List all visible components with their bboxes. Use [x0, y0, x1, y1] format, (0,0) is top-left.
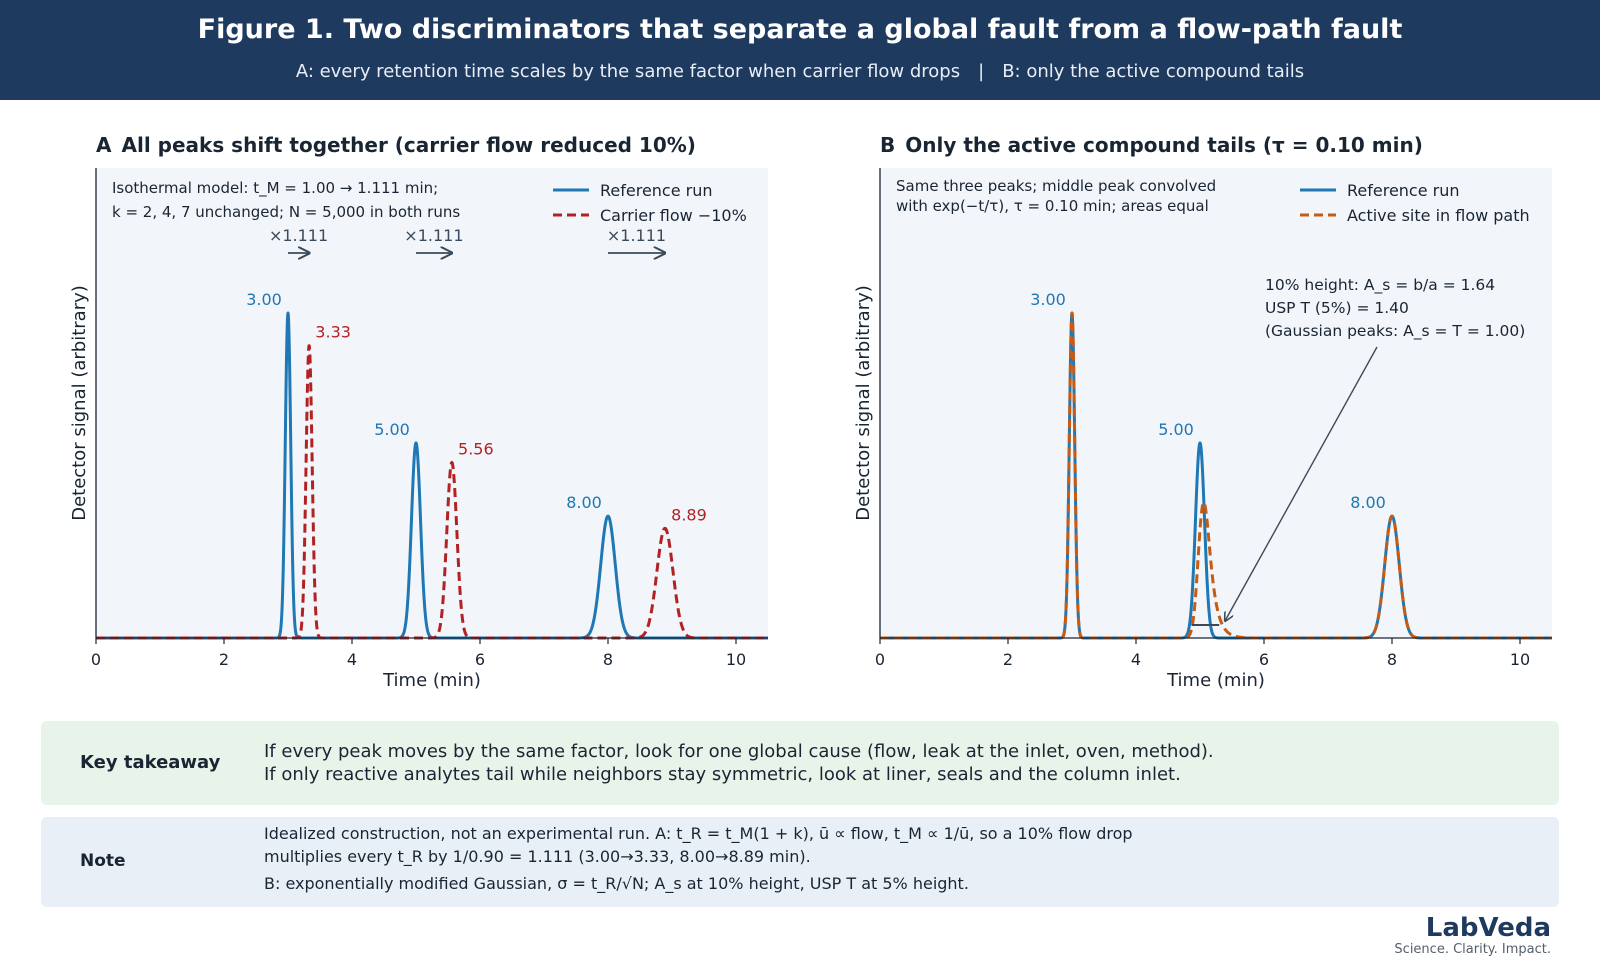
a-x-tick-label: 8	[603, 650, 613, 669]
annotation-line-1: 10% height: A_s = b/a = 1.64	[1265, 276, 1495, 295]
panel-a-title: A All peaks shift together (carrier flow …	[96, 133, 696, 157]
figure-banner: Figure 1. Two discriminators that separa…	[0, 0, 1600, 100]
b-peak-label: 8.00	[1350, 493, 1386, 512]
legend-b-reference-label: Reference run	[1347, 181, 1460, 200]
panel-a-model-note-2: k = 2, 4, 7 unchanged; N = 5,000 in both…	[112, 203, 460, 221]
annotation-line-3: (Gaussian peaks: A_s = T = 1.00)	[1265, 322, 1525, 341]
chart-figure: A All peaks shift together (carrier flow …	[69, 133, 1554, 691]
figure-subtitle: A: every retention time scales by the sa…	[0, 61, 1600, 82]
panel-a-x-label: Time (min)	[382, 670, 481, 691]
a-peak-label: 8.89	[671, 505, 707, 524]
panel-b-x-label: Time (min)	[1166, 670, 1265, 691]
note-line-3: B: exponentially modified Gaussian, σ = …	[264, 874, 969, 893]
panel-a: A All peaks shift together (carrier flow …	[69, 133, 770, 691]
key-takeaway-label: Key takeaway	[80, 752, 221, 773]
a-x-tick-label: 4	[347, 650, 357, 669]
b-x-tick-label: 6	[1259, 650, 1269, 669]
note-line-1: Idealized construction, not an experimen…	[264, 824, 1133, 843]
figure-title: Figure 1. Two discriminators that separa…	[197, 14, 1403, 45]
panel-b-model-note-2: with exp(−t/τ), τ = 0.10 min; areas equa…	[896, 197, 1209, 215]
b-x-tick-label: 4	[1131, 650, 1141, 669]
a-x-tick-label: 0	[91, 650, 101, 669]
annotation-arrow	[1225, 346, 1378, 621]
a-shift-label: ×1.111	[269, 226, 328, 245]
a-shift-label: ×1.111	[607, 226, 666, 245]
legend-a-carrier-label: Carrier flow −10%	[600, 206, 747, 225]
a-peak-label: 3.33	[315, 323, 351, 342]
legend-a-reference-label: Reference run	[600, 181, 713, 200]
note-label: Note	[80, 851, 126, 871]
a-peak-label: 5.00	[374, 420, 410, 439]
a-peak-label: 5.56	[458, 440, 494, 459]
b-x-tick-label: 0	[875, 650, 885, 669]
a-shift-label: ×1.111	[404, 226, 463, 245]
panel-b-plot-area	[880, 168, 1552, 638]
b-peak-label: 3.00	[1030, 290, 1066, 309]
panel-a-y-label: Detector signal (arbitrary)	[69, 285, 90, 521]
b-x-tick-label: 2	[1003, 650, 1013, 669]
annotation-line-2: USP T (5%) = 1.40	[1265, 299, 1409, 317]
subtitle-separator: |	[978, 61, 985, 82]
brand-tagline: Science. Clarity. Impact.	[1394, 942, 1551, 957]
a-peak-label: 8.00	[566, 493, 602, 512]
panel-b-y-label: Detector signal (arbitrary)	[853, 285, 874, 521]
subtitle-a: A: every retention time scales by the sa…	[295, 61, 961, 82]
panel-a-plot-area	[96, 168, 768, 638]
b-x-tick-label: 10	[1510, 650, 1530, 669]
brand-logo: LabVeda	[1425, 913, 1551, 943]
a-x-tick-label: 6	[475, 650, 485, 669]
a-peak-label: 3.00	[246, 290, 282, 309]
key-takeaway-line-2: If only reactive analytes tail while nei…	[264, 764, 1181, 785]
a-x-tick-label: 2	[219, 650, 229, 669]
panel-b-title: B Only the active compound tails (τ = 0.1…	[880, 133, 1423, 157]
key-takeaway-line-1: If every peak moves by the same factor, …	[264, 741, 1214, 762]
panel-a-model-note-1: Isothermal model: t_M = 1.00 → 1.111 min…	[112, 179, 438, 198]
b-peak-label: 5.00	[1158, 420, 1194, 439]
note-line-2: multiplies every t_R by 1/0.90 = 1.111 (…	[264, 847, 811, 866]
panel-b-tailing-annotation: 10% height: A_s = b/a = 1.64 USP T (5%) …	[1225, 276, 1525, 621]
panel-a-legend: Reference run Carrier flow −10%	[553, 181, 747, 225]
note-box: Note Idealized construction, not an expe…	[41, 817, 1559, 907]
b-x-tick-label: 8	[1387, 650, 1397, 669]
legend-b-active-label: Active site in flow path	[1347, 206, 1530, 225]
key-takeaway-box: Key takeaway If every peak moves by the …	[41, 721, 1559, 805]
panel-b-model-note-1: Same three peaks; middle peak convolved	[896, 177, 1216, 195]
subtitle-b: B: only the active compound tails	[1002, 61, 1305, 82]
a-x-tick-label: 10	[726, 650, 746, 669]
panel-b: B Only the active compound tails (τ = 0.1…	[853, 133, 1554, 691]
brand: LabVeda Science. Clarity. Impact.	[1394, 914, 1551, 958]
panel-b-legend: Reference run Active site in flow path	[1300, 181, 1530, 225]
